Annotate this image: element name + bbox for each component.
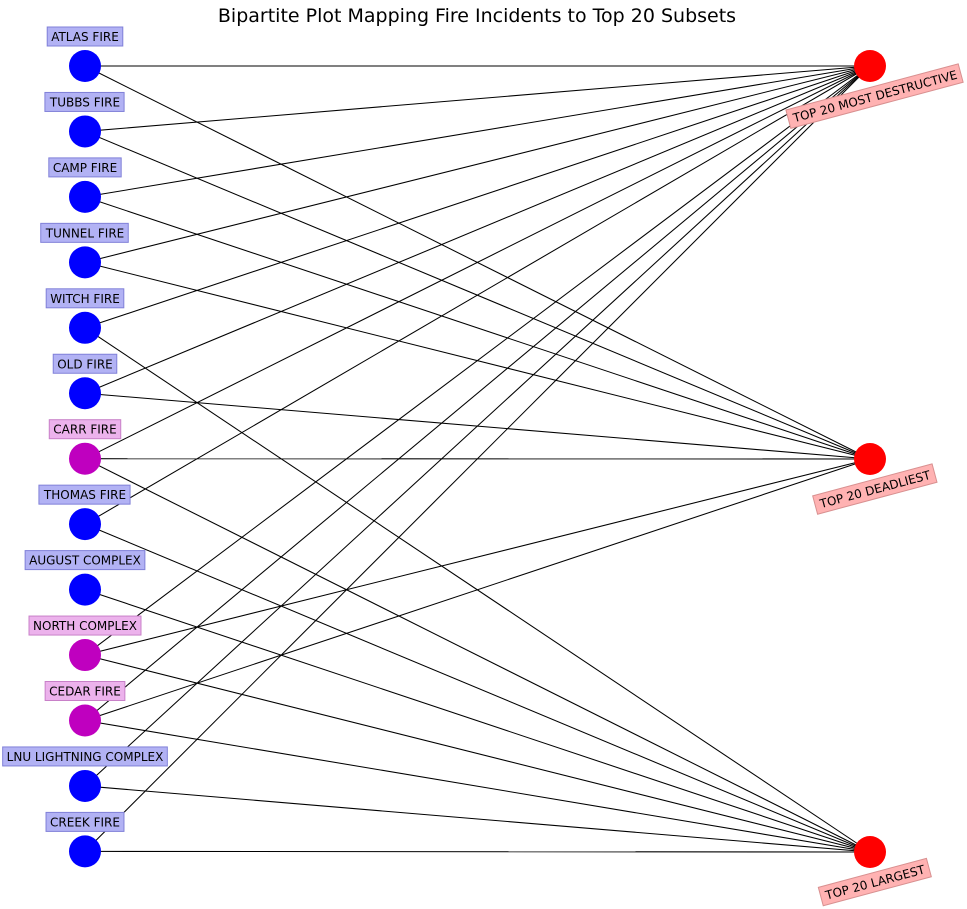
fire-node-witch[interactable]: [69, 311, 101, 344]
edge-north-largest: [84, 654, 871, 853]
fire-label-witch: WITCH FIRE: [45, 288, 125, 309]
fire-node-august[interactable]: [69, 573, 101, 606]
edge-august-largest: [84, 589, 871, 853]
fire-node-camp[interactable]: [69, 180, 101, 213]
diagram-title: Bipartite Plot Mapping Fire Incidents to…: [218, 5, 736, 27]
edge-carr-largest: [84, 458, 871, 853]
fire-label-box: [40, 222, 129, 243]
edge-north-deadliest: [84, 458, 871, 656]
fire-label-text: ATLAS FIRE: [51, 30, 119, 44]
fire-node-atlas[interactable]: [69, 50, 101, 82]
fire-node-lnu[interactable]: [69, 769, 101, 802]
subset-node-destructive[interactable]: [854, 50, 886, 82]
fire-label-box: [45, 288, 125, 309]
fire-label-box: [24, 550, 146, 571]
fire-label-box: [46, 26, 124, 47]
fire-label-text: LNU LIGHTNING COMPLEX: [7, 750, 164, 764]
edge-camp-deadliest: [84, 196, 871, 460]
subset-label-box: [812, 463, 938, 515]
fire-label-box: [44, 91, 125, 112]
subset-label-box: [817, 857, 932, 907]
edge-lnu-largest: [84, 785, 871, 853]
fire-label-box: [2, 746, 168, 767]
fire-label-atlas: ATLAS FIRE: [46, 26, 124, 47]
edge-carr-destructive: [84, 65, 871, 460]
edge-creek-largest: [84, 850, 871, 853]
fire-label-text: AUGUST COMPLEX: [29, 554, 141, 568]
edge-tunnel-destructive: [84, 65, 871, 263]
nodes-layer: [69, 50, 886, 868]
subset-label-box: [785, 63, 964, 130]
edge-cedar-destructive: [84, 65, 871, 721]
fire-node-old[interactable]: [69, 377, 101, 410]
fire-label-box: [52, 353, 118, 374]
edge-thomas-destructive: [84, 65, 871, 525]
fire-label-camp: CAMP FIRE: [48, 157, 122, 178]
edge-tubbs-destructive: [84, 65, 871, 132]
fire-label-creek: CREEK FIRE: [45, 811, 125, 832]
edges-layer: [84, 65, 871, 853]
fire-label-text: CARR FIRE: [53, 423, 116, 437]
edge-old-destructive: [84, 65, 871, 394]
fire-label-lnu: LNU LIGHTNING COMPLEX: [2, 746, 168, 767]
fire-node-carr[interactable]: [69, 442, 101, 475]
fire-label-text: OLD FIRE: [57, 357, 113, 371]
edge-creek-destructive: [84, 65, 871, 852]
fire-label-box: [38, 484, 131, 505]
fire-label-text: CEDAR FIRE: [49, 685, 121, 699]
fire-label-box: [28, 615, 142, 636]
fire-label-cedar: CEDAR FIRE: [44, 681, 126, 701]
subset-node-largest[interactable]: [854, 836, 886, 868]
edge-camp-destructive: [84, 65, 871, 198]
fire-node-cedar[interactable]: [69, 704, 101, 737]
fire-label-text: WITCH FIRE: [50, 292, 120, 306]
edge-cedar-deadliest: [84, 458, 871, 721]
fire-label-north: NORTH COMPLEX: [28, 615, 142, 636]
fire-node-north[interactable]: [69, 639, 101, 672]
fire-label-text: CAMP FIRE: [53, 161, 117, 175]
fire-label-text: TUBBS FIRE: [49, 95, 120, 109]
fire-node-tubbs[interactable]: [69, 115, 101, 148]
fire-label-text: NORTH COMPLEX: [33, 619, 137, 633]
fire-node-tunnel[interactable]: [69, 246, 101, 279]
fire-label-august: AUGUST COMPLEX: [24, 550, 146, 571]
fire-label-text: THOMAS FIRE: [43, 488, 126, 502]
fire-label-thomas: THOMAS FIRE: [38, 484, 131, 505]
fire-label-text: CREEK FIRE: [50, 815, 120, 829]
subset-node-deadliest[interactable]: [854, 443, 886, 475]
edge-lnu-destructive: [84, 65, 871, 787]
fire-label-tunnel: TUNNEL FIRE: [40, 222, 129, 243]
edge-witch-destructive: [84, 65, 871, 329]
edge-thomas-largest: [84, 523, 871, 853]
edge-north-destructive: [84, 65, 871, 656]
labels-layer: ATLAS FIRE TUBBS FIRE CAMP FIRE TUNNEL FIRE…: [2, 26, 964, 907]
fire-label-old: OLD FIRE: [52, 353, 118, 374]
fire-label-carr: CARR FIRE: [48, 419, 122, 440]
fire-label-text: TUNNEL FIRE: [45, 226, 125, 240]
edge-cedar-largest: [84, 719, 871, 853]
fire-node-creek[interactable]: [69, 835, 101, 868]
fire-label-box: [48, 157, 122, 178]
fire-label-box: [44, 681, 126, 701]
fire-label-box: [45, 811, 125, 832]
fire-node-thomas[interactable]: [69, 508, 101, 541]
fire-label-box: [48, 419, 122, 440]
fire-label-tubbs: TUBBS FIRE: [44, 91, 125, 112]
